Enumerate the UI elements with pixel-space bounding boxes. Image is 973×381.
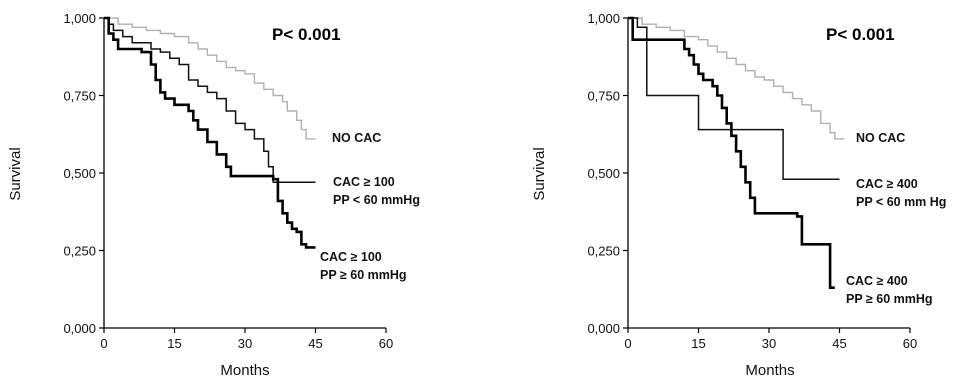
y-tick-label: 1,000	[587, 11, 620, 26]
x-tick-label: 30	[238, 336, 252, 351]
series-label-3: CAC ≥ 100 PP ≥ 60 mmHg	[320, 250, 407, 282]
y-tick-label: 0,750	[587, 89, 620, 104]
survival-curve-3	[104, 16, 316, 249]
y-axis-title: Survival	[531, 147, 548, 200]
y-axis-title: Survival	[7, 147, 24, 200]
survival-curve-3	[628, 16, 835, 289]
y-tick-label: 0,250	[587, 244, 620, 259]
survival-curve-2	[628, 17, 840, 180]
series-label-1: NO CAC	[332, 131, 381, 145]
y-tick-label: 0,000	[63, 321, 96, 336]
x-tick-label: 30	[762, 336, 776, 351]
x-tick-label: 45	[308, 336, 322, 351]
series-label-3: CAC ≥ 400 PP ≥ 60 mmHg	[846, 274, 933, 306]
series-label-1: NO CAC	[856, 131, 905, 145]
x-tick-label: 60	[903, 336, 917, 351]
survival-curve-1	[628, 17, 845, 140]
y-tick-label: 1,000	[63, 11, 96, 26]
y-tick-label: 0,500	[587, 166, 620, 181]
p-value-label: P< 0.001	[272, 25, 341, 44]
x-tick-label: 15	[167, 336, 181, 351]
right-chart: Survival Months P< 0.001 0,000 0,250 0,500…	[531, 11, 946, 379]
x-tick-label: 45	[832, 336, 846, 351]
x-tick-label: 0	[624, 336, 631, 351]
left-chart: Survival Months P< 0.001 0,000 0,250 0,500…	[7, 11, 420, 379]
series-label-2: CAC ≥ 100 PP < 60 mmHg	[333, 175, 420, 207]
y-tick-label: 0,500	[63, 166, 96, 181]
y-tick-label: 0,000	[587, 321, 620, 336]
x-tick-label: 60	[379, 336, 393, 351]
x-axis-title: Months	[745, 362, 794, 379]
x-tick-label: 0	[100, 336, 107, 351]
y-tick-label: 0,250	[63, 244, 96, 259]
survival-curve-1	[104, 17, 316, 140]
p-value-label: P< 0.001	[826, 25, 895, 44]
series-label-2: CAC ≥ 400 PP < 60 mm Hg	[856, 177, 946, 209]
y-tick-label: 0,750	[63, 89, 96, 104]
x-axis-title: Months	[220, 362, 269, 379]
survival-curve-2	[104, 17, 316, 184]
x-tick-label: 15	[691, 336, 705, 351]
